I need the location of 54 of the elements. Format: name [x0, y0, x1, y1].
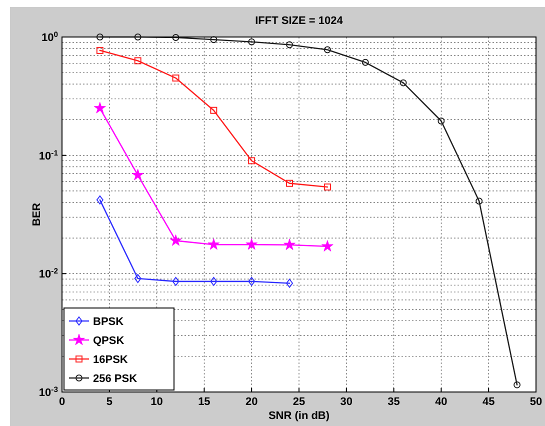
point: [172, 74, 180, 82]
x-tick-label: 15: [198, 396, 210, 408]
y-tick-label: 10$^{-3}$: [38, 384, 58, 399]
point: [96, 195, 104, 204]
point: [284, 238, 296, 250]
x-tick-label: 20: [245, 396, 258, 408]
y-tick-label: 10$^{0}$: [41, 30, 58, 44]
point: [324, 46, 331, 54]
point: [170, 234, 182, 246]
point: [476, 198, 483, 205]
x-axis-title: SNR (in dB): [268, 410, 330, 422]
legend-label: 256 PSK: [93, 373, 138, 385]
point: [248, 276, 256, 286]
point: [362, 58, 369, 66]
point: [94, 102, 106, 114]
point: [286, 41, 294, 48]
x-tick-label: 5: [106, 396, 112, 408]
point: [246, 238, 258, 250]
point: [514, 381, 521, 388]
point: [438, 118, 445, 125]
point: [210, 36, 218, 44]
x-tick-label: 35: [388, 396, 400, 408]
point: [96, 34, 104, 40]
x-tick-label: 50: [530, 396, 542, 408]
point: [210, 106, 218, 114]
point: [400, 79, 407, 86]
point: [286, 278, 294, 288]
point: [172, 34, 180, 42]
x-tick-label: 0: [58, 396, 66, 408]
point: [96, 46, 104, 54]
point: [134, 274, 142, 284]
point: [210, 276, 218, 286]
y-tick-label: 10$^{-2}$: [38, 266, 58, 281]
point: [322, 240, 334, 252]
point: [324, 184, 331, 190]
point: [248, 157, 256, 164]
point: [208, 238, 220, 250]
legend-label: BPSK: [93, 316, 124, 328]
point: [134, 57, 142, 64]
chart-title: IFFT SIZE = 1024: [255, 15, 344, 27]
legend-label: QPSK: [93, 335, 124, 347]
point: [286, 180, 294, 187]
point: [248, 38, 256, 46]
x-tick-label: 25: [292, 396, 306, 408]
point: [134, 34, 142, 40]
x-tick-label: 30: [340, 396, 353, 408]
x-tick-label: 40: [435, 396, 448, 408]
legend-label: 16PSK: [93, 354, 128, 366]
point: [172, 276, 180, 286]
x-tick-label: 45: [482, 396, 495, 408]
x-tick-label: 10: [150, 396, 163, 408]
y-tick-label: 10$^{-1}$: [38, 148, 59, 162]
y-axis-title: BER: [31, 202, 43, 226]
point: [132, 168, 144, 180]
